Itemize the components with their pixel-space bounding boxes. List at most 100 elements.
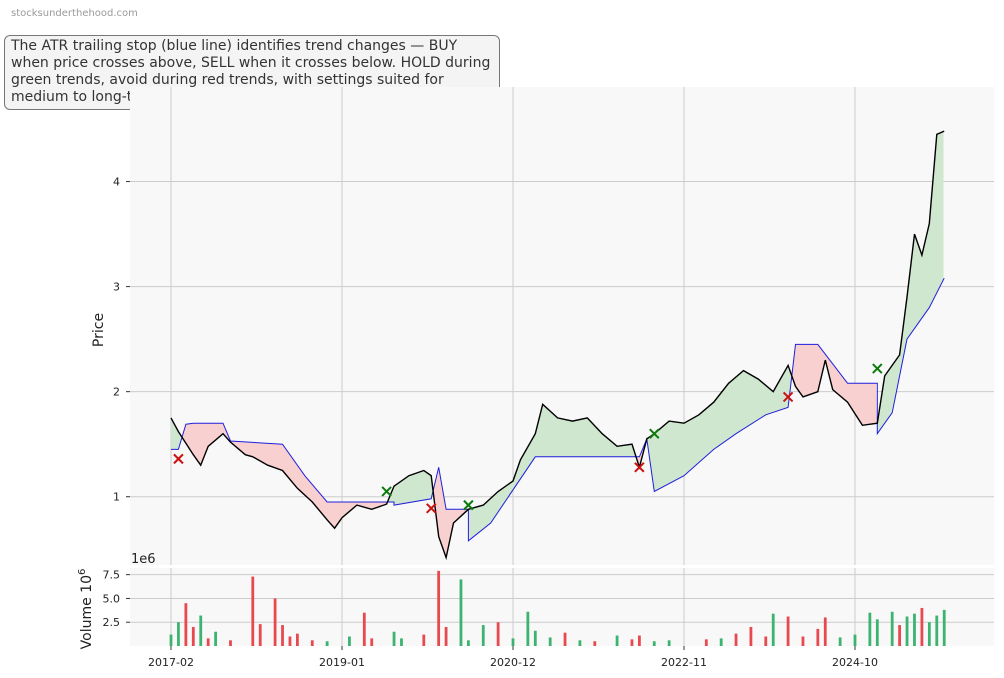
volume-bar <box>719 638 723 646</box>
volume-bar <box>392 631 396 646</box>
volume-bar <box>890 611 894 646</box>
volume-bar <box>630 639 634 646</box>
volume-bar <box>652 641 656 646</box>
x-tick-label: 2022-11 <box>661 656 707 669</box>
volume-bar <box>437 570 441 646</box>
volume-bar <box>905 616 909 646</box>
volume-bar <box>184 603 188 646</box>
sell-trend-fill <box>792 344 878 434</box>
atr-stop-line <box>171 277 945 542</box>
price-y-tick-label: 4 <box>113 176 120 189</box>
volume-bar <box>816 628 820 646</box>
buy-trend-fill <box>469 404 638 540</box>
price-y-tick-label: 2 <box>113 386 120 399</box>
volume-bar <box>481 625 485 646</box>
volume-bar <box>214 631 218 646</box>
price-panel <box>130 87 994 565</box>
volume-bar <box>615 635 619 646</box>
volume-bar <box>310 640 314 646</box>
volume-bar <box>920 607 924 646</box>
sell-marker <box>782 391 794 403</box>
signal-markers <box>173 363 883 514</box>
volume-bar <box>511 638 515 646</box>
volume-bar <box>177 622 180 646</box>
sell-marker <box>173 453 184 465</box>
volume-bar <box>853 634 857 646</box>
volume-bar <box>838 637 842 646</box>
volume-bar <box>563 632 567 646</box>
volume-bar <box>667 640 671 646</box>
buy-marker <box>649 428 660 439</box>
volume-bar <box>548 637 552 646</box>
volume-bar <box>927 622 931 646</box>
volume-bar <box>325 641 329 646</box>
volume-bar <box>786 616 790 646</box>
volume-bar <box>199 615 203 646</box>
volume-bar <box>526 611 530 646</box>
volume-bar <box>942 609 946 646</box>
volume-bar <box>295 633 299 646</box>
trend-fill-layer <box>171 131 944 556</box>
volume-bar <box>444 626 448 646</box>
volume-bars <box>169 570 946 646</box>
volume-bar <box>533 630 537 646</box>
volume-bar <box>191 626 195 646</box>
volume-bar <box>273 598 277 646</box>
volume-bar <box>801 636 805 646</box>
volume-bar <box>935 615 939 646</box>
volume-bar <box>362 612 366 646</box>
volume-bar <box>400 638 403 646</box>
volume-bar <box>913 613 916 646</box>
volume-bar <box>251 576 255 646</box>
volume-y-tick-label: 2.5 <box>103 616 121 629</box>
volume-bar <box>229 640 232 646</box>
x-tick-label: 2024-10 <box>832 656 878 669</box>
buy-marker <box>463 499 474 511</box>
volume-y-tick-label: 5.0 <box>103 592 121 605</box>
price-y-tick-label: 1 <box>113 491 120 504</box>
buy-marker <box>381 486 392 497</box>
volume-bar <box>593 641 597 646</box>
volume-bar <box>459 579 463 646</box>
volume-bar <box>637 635 641 646</box>
volume-y-axis-label: Volume 106 <box>77 569 95 650</box>
buy-trend-fill <box>388 470 434 505</box>
volume-bar <box>496 622 500 646</box>
volume-bar <box>422 634 426 646</box>
volume-bar <box>734 633 738 646</box>
volume-bar <box>281 625 284 646</box>
volume-bar <box>764 636 768 646</box>
volume-bar <box>288 636 292 646</box>
buy-trend-fill <box>171 417 183 450</box>
volume-bar <box>370 638 374 646</box>
volume-bar <box>169 634 173 646</box>
price-line <box>170 130 945 561</box>
volume-bar <box>258 624 262 646</box>
buy-trend-fill <box>648 366 792 491</box>
price-y-axis-label: Price <box>91 313 107 347</box>
sell-marker <box>634 462 645 473</box>
price-y-tick-label: 3 <box>113 281 120 294</box>
volume-bar <box>771 613 775 646</box>
x-tick-label: 2019-01 <box>319 656 365 669</box>
volume-bar <box>348 636 351 646</box>
volume-bar <box>823 617 827 646</box>
volume-bar <box>898 625 902 646</box>
volume-bar <box>466 640 470 646</box>
volume-bar <box>704 639 708 646</box>
volume-bar <box>578 640 582 646</box>
watermark: stocksunderthehood.com <box>11 8 138 19</box>
x-tick-label: 2020-12 <box>490 656 536 669</box>
buy-trend-fill <box>877 131 944 434</box>
volume-bar <box>749 626 753 646</box>
volume-y-tick-label: 7.5 <box>103 569 121 582</box>
sell-trend-fill <box>183 423 389 529</box>
volume-bar <box>875 619 879 646</box>
volume-bar <box>206 638 210 646</box>
line-layer <box>170 130 945 561</box>
volume-scale-label: 1e6 <box>131 552 156 567</box>
axis-layer: 2017-02 2019-01 2020-12 2022-11 2024-10 1 2 3 4 P… <box>77 176 878 669</box>
volume-bar <box>868 612 872 646</box>
x-tick-label: 2017-02 <box>148 656 194 669</box>
